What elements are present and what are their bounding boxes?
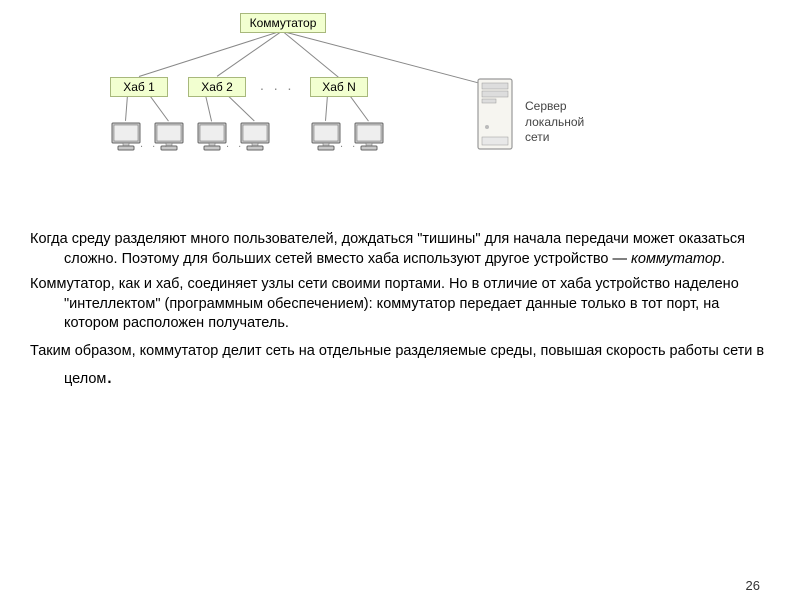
- paragraph-2: Коммутатор, как и хаб, соединяет узлы се…: [30, 275, 770, 334]
- p3-period: .: [106, 363, 112, 388]
- server-label: Серверлокальнойсети: [525, 99, 584, 146]
- edge: [125, 95, 128, 121]
- monitor-ellipsis: . . .: [140, 138, 170, 150]
- body-text: Когда среду разделяют много пользователе…: [30, 230, 770, 391]
- p3-text: Таким образом, коммутатор делит сеть на …: [30, 343, 764, 388]
- hub-ellipsis: . . .: [260, 77, 294, 93]
- edge: [349, 95, 369, 122]
- monitor-ellipsis: . . .: [226, 138, 256, 150]
- hub-box-0: Хаб 1: [110, 77, 168, 97]
- edge: [205, 95, 212, 121]
- p1-tail: .: [721, 251, 725, 267]
- p1-emphasis: коммутатор: [631, 251, 721, 267]
- edge: [325, 95, 328, 121]
- page-number: 26: [746, 578, 760, 593]
- monitor-icon: [310, 121, 342, 153]
- hub-box-2: Хаб N: [310, 77, 368, 97]
- server-icon: [475, 77, 517, 152]
- paragraph-1: Когда среду разделяют много пользователе…: [30, 230, 770, 269]
- paragraph-3: Таким образом, коммутатор делит сеть на …: [30, 340, 770, 391]
- edge: [216, 30, 283, 77]
- monitor-icon: [110, 121, 142, 153]
- switch-box: Коммутатор: [240, 13, 326, 33]
- monitor-icon: [196, 121, 228, 153]
- network-diagram: Коммутатор Хаб 1 Хаб 2 Хаб N . . . . . . . . …: [110, 5, 710, 205]
- hub-box-1: Хаб 2: [188, 77, 246, 97]
- edge: [149, 95, 169, 122]
- edge: [139, 30, 283, 77]
- edge: [227, 95, 255, 122]
- monitor-ellipsis: . . .: [340, 138, 370, 150]
